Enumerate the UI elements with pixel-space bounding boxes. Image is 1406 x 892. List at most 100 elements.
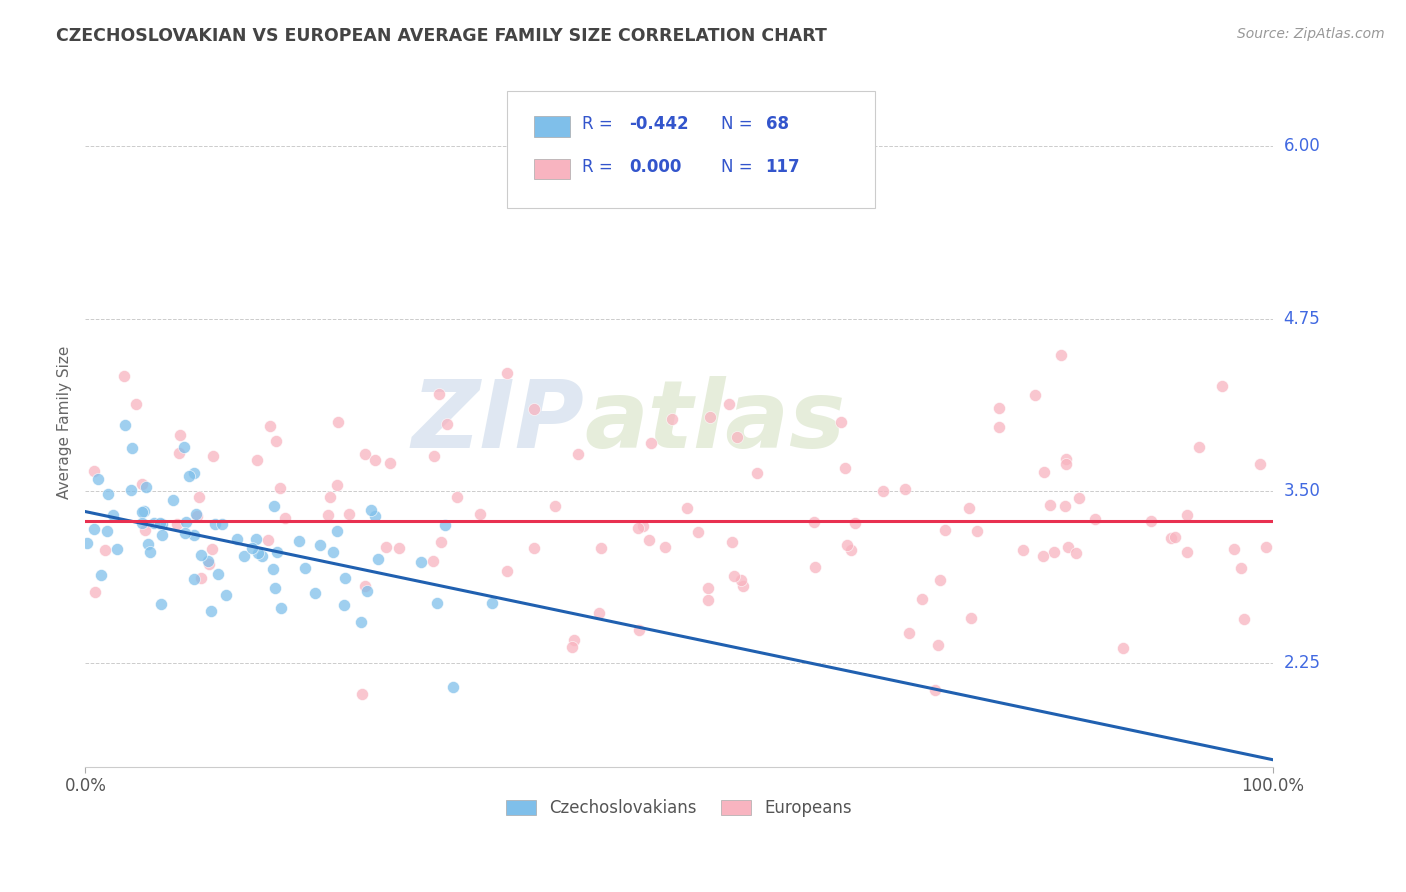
Point xyxy=(1042,545,1064,559)
Point xyxy=(1054,458,1077,472)
Point xyxy=(262,562,284,576)
Point xyxy=(326,415,349,429)
Point xyxy=(957,501,980,516)
Point xyxy=(332,598,354,612)
Point xyxy=(1211,379,1233,393)
Point xyxy=(654,541,676,555)
Point xyxy=(1229,561,1251,575)
Point xyxy=(121,442,143,456)
Point xyxy=(589,541,612,555)
Point xyxy=(987,420,1010,434)
Point xyxy=(804,560,827,574)
Point xyxy=(481,596,503,610)
Text: N =: N = xyxy=(720,158,758,176)
Point xyxy=(835,538,858,552)
Point xyxy=(245,533,267,547)
Point xyxy=(496,366,519,380)
Point xyxy=(717,397,740,411)
Point xyxy=(924,682,946,697)
Point xyxy=(240,541,263,556)
Point xyxy=(136,537,159,551)
Point xyxy=(733,579,755,593)
Point xyxy=(697,592,720,607)
Point xyxy=(349,615,371,629)
Text: 3.50: 3.50 xyxy=(1284,482,1320,500)
Point xyxy=(1054,452,1077,467)
Point xyxy=(588,606,610,620)
Point xyxy=(83,523,105,537)
Point xyxy=(872,483,894,498)
Point xyxy=(201,449,224,463)
Point xyxy=(374,540,396,554)
Point xyxy=(204,517,226,532)
Point xyxy=(1033,465,1056,479)
Point xyxy=(934,523,956,537)
Text: atlas: atlas xyxy=(583,376,845,468)
Point xyxy=(269,482,291,496)
Point xyxy=(134,523,156,537)
Point xyxy=(114,417,136,432)
Point xyxy=(333,570,356,584)
Point xyxy=(188,490,211,504)
Text: CZECHOSLOVAKIAN VS EUROPEAN AVERAGE FAMILY SIZE CORRELATION CHART: CZECHOSLOVAKIAN VS EUROPEAN AVERAGE FAMI… xyxy=(56,27,827,45)
Point xyxy=(966,524,988,539)
Point xyxy=(441,681,464,695)
Text: 68: 68 xyxy=(766,115,789,133)
Text: 2.25: 2.25 xyxy=(1284,654,1320,673)
Point xyxy=(1012,543,1035,558)
Y-axis label: Average Family Size: Average Family Size xyxy=(58,345,72,499)
Point xyxy=(150,527,173,541)
Point xyxy=(166,517,188,532)
Point xyxy=(562,633,585,648)
Point xyxy=(676,500,699,515)
Point xyxy=(1188,440,1211,454)
Point xyxy=(1056,540,1078,554)
Point xyxy=(1053,500,1076,514)
Point xyxy=(1084,512,1107,526)
Point xyxy=(834,461,856,475)
Point xyxy=(1067,491,1090,505)
Point xyxy=(257,533,280,548)
Point xyxy=(364,509,387,524)
Point xyxy=(337,507,360,521)
Point xyxy=(232,549,254,564)
Point xyxy=(264,434,287,448)
Point xyxy=(97,486,120,500)
Point xyxy=(131,516,153,530)
Point xyxy=(139,545,162,559)
Point xyxy=(640,435,662,450)
Point xyxy=(83,464,105,478)
Point xyxy=(322,545,344,559)
Point xyxy=(266,545,288,559)
Point xyxy=(567,448,589,462)
Point xyxy=(105,541,128,556)
Point xyxy=(162,493,184,508)
Point xyxy=(633,519,655,533)
Point xyxy=(120,483,142,498)
Point xyxy=(226,532,249,546)
Point xyxy=(131,505,153,519)
Text: 4.75: 4.75 xyxy=(1284,310,1320,327)
Text: Source: ZipAtlas.com: Source: ZipAtlas.com xyxy=(1237,27,1385,41)
Point xyxy=(309,538,332,552)
Point xyxy=(135,479,157,493)
Point xyxy=(174,525,197,540)
Point xyxy=(436,417,458,431)
Point xyxy=(1232,612,1254,626)
Point xyxy=(894,482,917,496)
Point xyxy=(131,477,153,491)
Point xyxy=(211,516,233,531)
Point xyxy=(184,507,207,521)
Point xyxy=(354,447,377,461)
Point xyxy=(1050,348,1073,362)
Text: 6.00: 6.00 xyxy=(1284,137,1320,155)
Point xyxy=(730,573,752,587)
Point xyxy=(844,516,866,531)
Point xyxy=(422,554,444,568)
Point xyxy=(177,468,200,483)
Point xyxy=(252,549,274,563)
Point xyxy=(929,574,952,588)
Legend: Czechoslovakians, Europeans: Czechoslovakians, Europeans xyxy=(499,792,859,823)
Point xyxy=(259,418,281,433)
Point xyxy=(745,466,768,480)
